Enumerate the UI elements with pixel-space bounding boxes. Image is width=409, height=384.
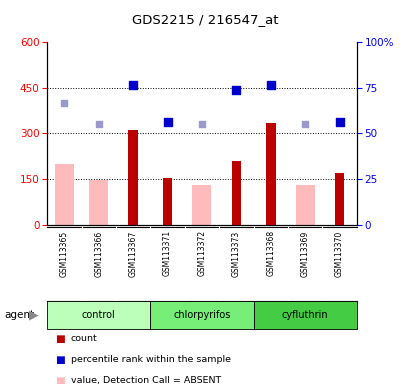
Bar <box>47 301 150 329</box>
Text: ■: ■ <box>55 355 65 365</box>
Text: chlorpyrifos: chlorpyrifos <box>173 310 230 320</box>
Point <box>267 82 273 88</box>
Text: count: count <box>71 334 97 343</box>
Text: GSM113371: GSM113371 <box>163 230 172 276</box>
Text: GSM113368: GSM113368 <box>265 230 274 276</box>
Bar <box>128 131 137 225</box>
Text: percentile rank within the sample: percentile rank within the sample <box>71 355 230 364</box>
Point <box>95 121 102 127</box>
Text: GSM113370: GSM113370 <box>334 230 343 276</box>
Bar <box>334 173 344 225</box>
Text: GSM113373: GSM113373 <box>231 230 240 276</box>
Text: GSM113365: GSM113365 <box>60 230 69 276</box>
Point <box>61 100 67 106</box>
Text: cyfluthrin: cyfluthrin <box>281 310 328 320</box>
Text: control: control <box>82 310 115 320</box>
Point <box>130 82 136 88</box>
Point <box>164 119 171 125</box>
Text: agent: agent <box>4 310 34 320</box>
Text: value, Detection Call = ABSENT: value, Detection Call = ABSENT <box>71 376 220 384</box>
Bar <box>55 164 74 225</box>
Text: GSM113367: GSM113367 <box>128 230 137 276</box>
Point <box>198 121 204 127</box>
Point <box>301 121 308 127</box>
Bar <box>253 301 356 329</box>
Point <box>232 87 239 93</box>
Bar <box>265 123 275 225</box>
Bar <box>89 180 108 225</box>
Text: GSM113372: GSM113372 <box>197 230 206 276</box>
Bar <box>150 301 253 329</box>
Text: ▶: ▶ <box>29 309 38 322</box>
Bar <box>162 179 172 225</box>
Text: GSM113369: GSM113369 <box>300 230 309 276</box>
Text: GSM113366: GSM113366 <box>94 230 103 276</box>
Point <box>335 119 342 125</box>
Bar <box>231 161 240 225</box>
Text: ■: ■ <box>55 334 65 344</box>
Text: ■: ■ <box>55 376 65 384</box>
Text: GDS2215 / 216547_at: GDS2215 / 216547_at <box>131 13 278 26</box>
Bar <box>295 185 314 225</box>
Bar <box>192 185 211 225</box>
